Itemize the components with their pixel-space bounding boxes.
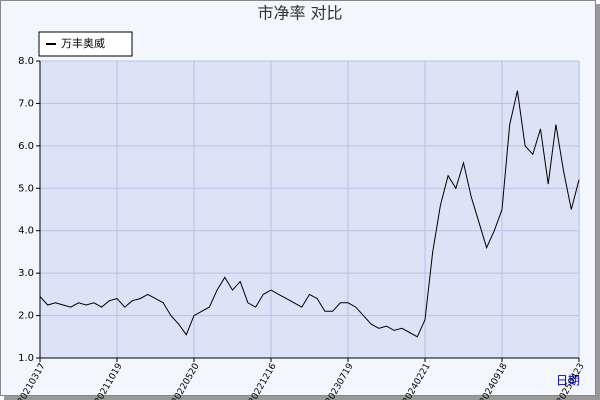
shadow [596,4,600,400]
y-tick-label: 6.0 [18,141,34,152]
plot-area [40,61,580,358]
legend-label: 万丰奥威 [61,36,105,50]
y-tick-label: 5.0 [18,183,34,194]
shadow [4,396,600,400]
chart-title: 市净率 对比 [257,4,342,23]
y-tick-label: 2.0 [18,311,34,322]
y-tick-label: 8.0 [18,56,34,67]
y-tick-label: 7.0 [18,98,34,109]
data-line [39,90,580,338]
y-tick-label: 1.0 [18,353,34,364]
y-tick-label: 4.0 [18,226,34,237]
x-axis-label: 日期 [556,374,580,388]
y-tick-label: 3.0 [18,268,34,279]
